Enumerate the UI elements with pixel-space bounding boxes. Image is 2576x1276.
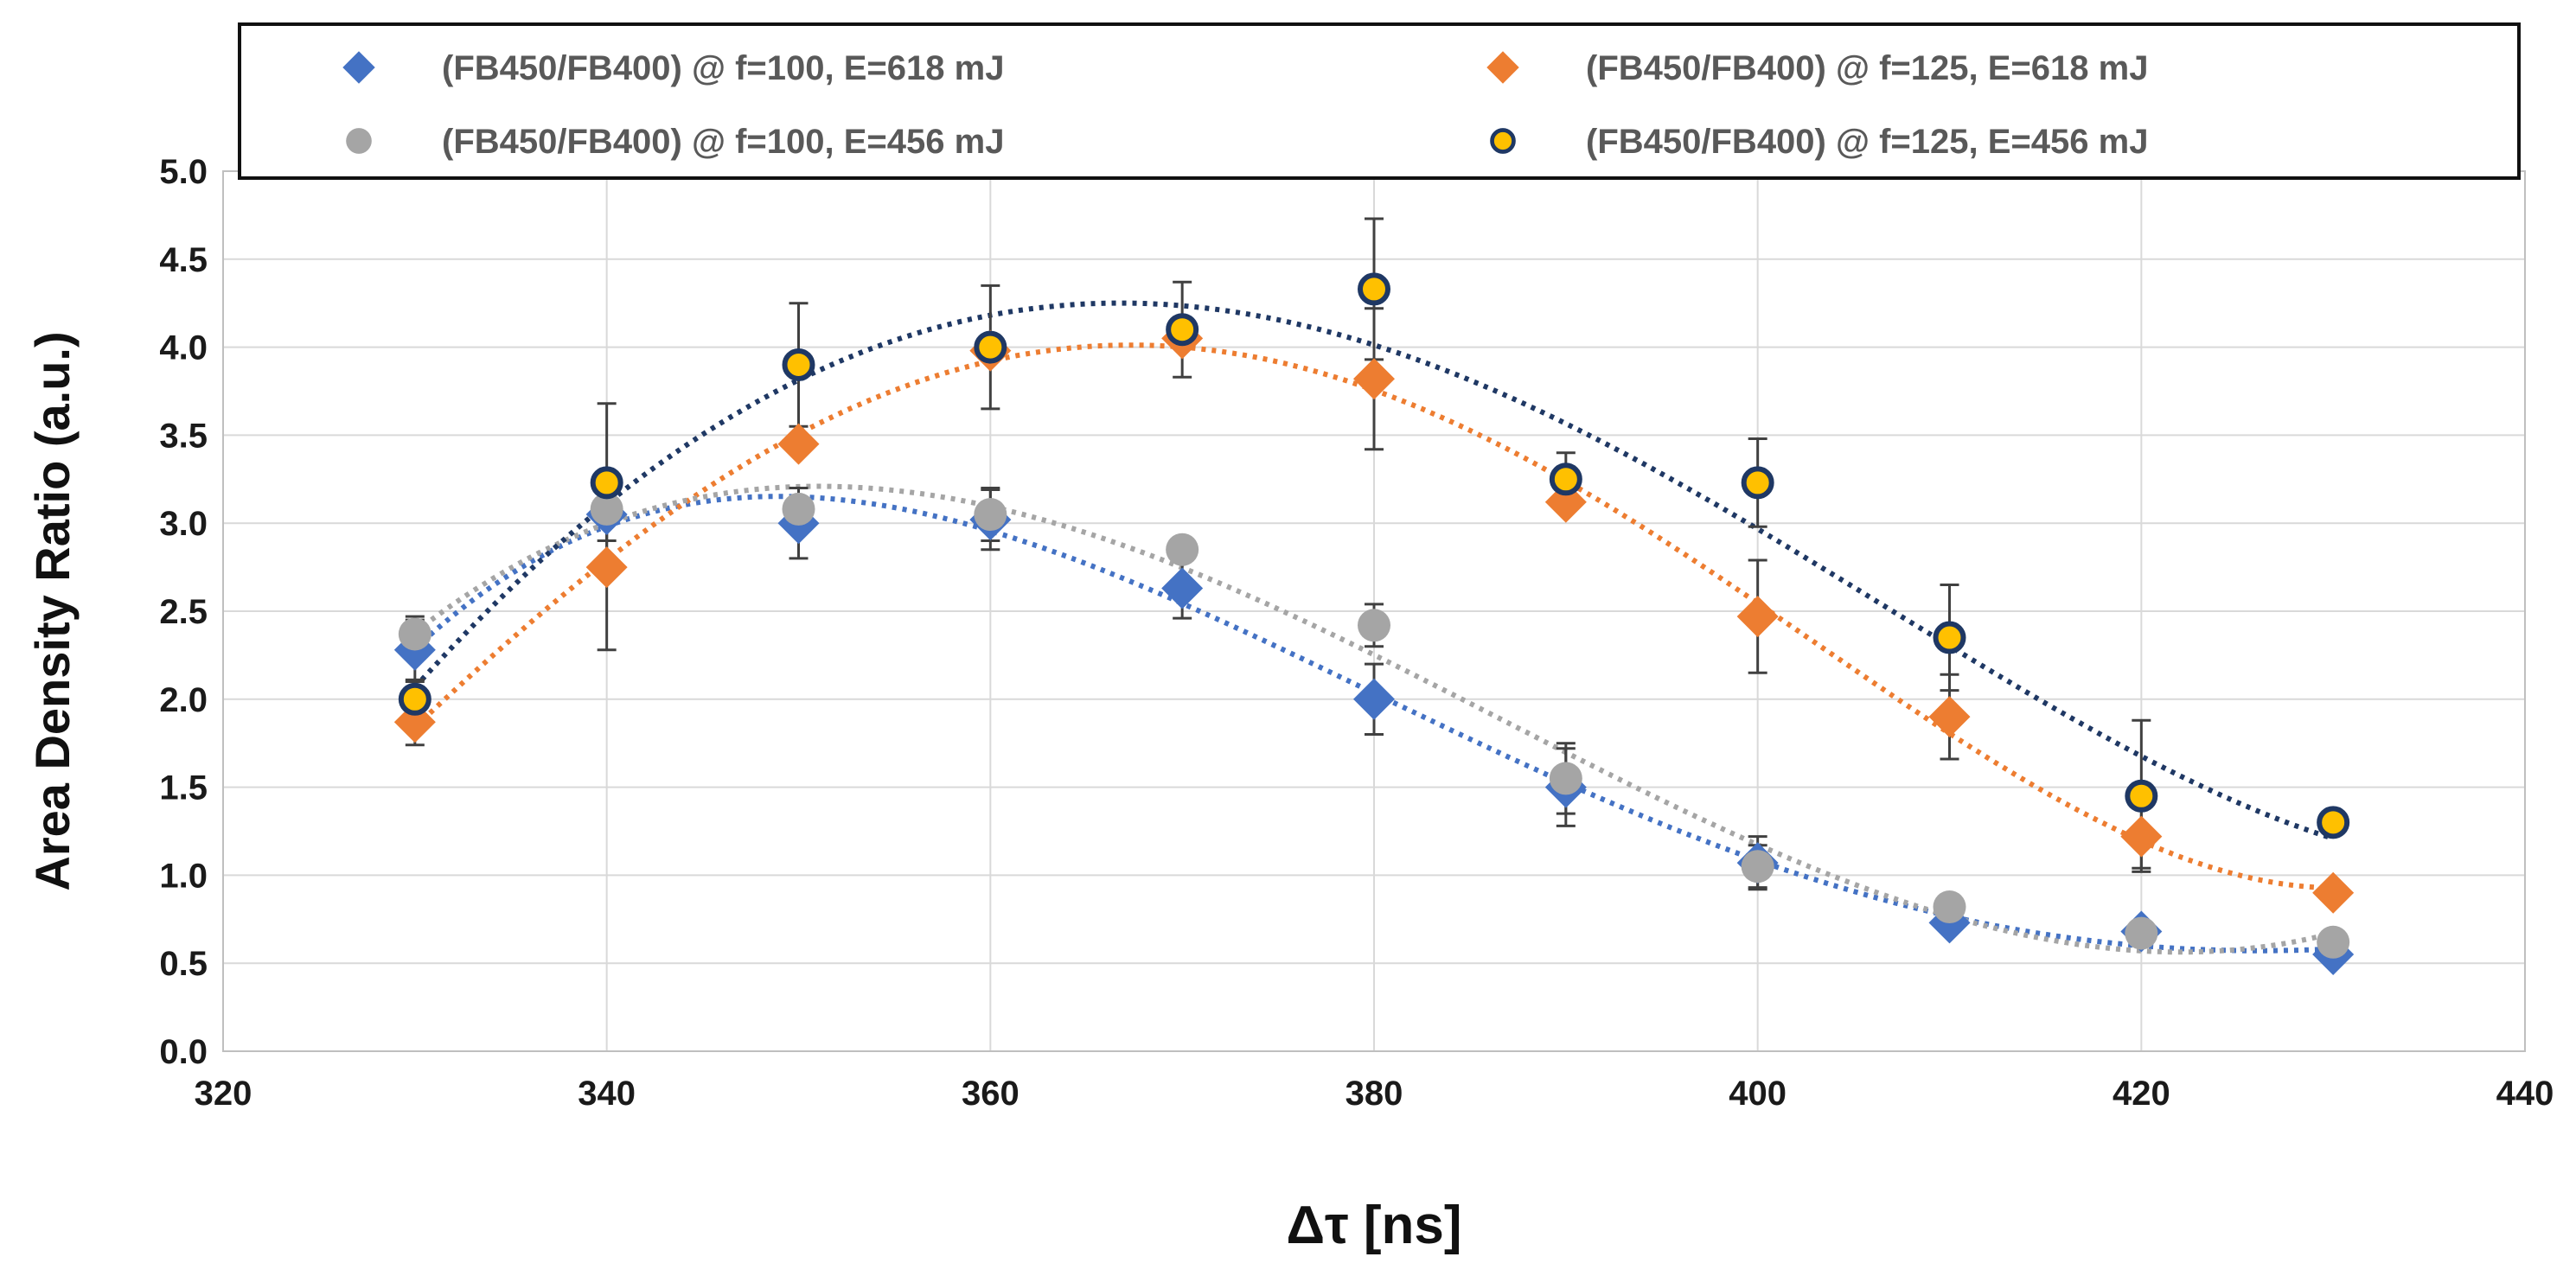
x-tick-label: 440 <box>2496 1075 2554 1113</box>
x-tick-label: 320 <box>195 1075 252 1113</box>
y-tick-label: 4.5 <box>159 241 208 279</box>
data-point-series-3 <box>1166 533 1199 566</box>
y-tick-label: 1.5 <box>159 769 208 807</box>
x-tick-label: 400 <box>1729 1075 1787 1113</box>
trendline-series-3 <box>412 483 2334 955</box>
data-point-series-4 <box>1166 313 1199 347</box>
y-tick-label: 2.0 <box>159 681 208 719</box>
data-point-series-3 <box>2125 916 2158 950</box>
data-point-series-3 <box>1358 609 1390 642</box>
data-point-series-4 <box>2125 779 2158 813</box>
legend-marker-2 <box>1486 51 1519 84</box>
data-point-series-4 <box>974 330 1007 364</box>
x-tick-label: 420 <box>2113 1075 2170 1113</box>
y-tick-label: 1.0 <box>159 857 208 895</box>
legend-label-1: (FB450/FB400) @ f=100, E=618 mJ <box>442 49 1004 87</box>
data-point-series-1 <box>1161 567 1204 609</box>
data-point-series-3 <box>1549 762 1582 795</box>
data-point-series-3 <box>1933 890 1966 924</box>
data-point-series-1 <box>1353 678 1395 720</box>
y-tick-label: 3.0 <box>159 505 208 543</box>
data-point-series-3 <box>2317 925 2350 959</box>
legend-label-4: (FB450/FB400) @ f=125, E=456 mJ <box>1586 123 2148 161</box>
data-point-series-2 <box>585 546 628 589</box>
data-point-series-3 <box>590 492 623 526</box>
y-axis-title: Area Density Ratio (a.u.) <box>25 331 80 890</box>
y-tick-label: 3.5 <box>159 417 208 455</box>
legend-label-2: (FB450/FB400) @ f=125, E=618 mJ <box>1586 49 2148 87</box>
x-axis-ticks: 320 340 360 380 400 420 440 <box>195 1075 2554 1113</box>
y-tick-label: 2.5 <box>159 593 208 631</box>
data-point-series-2 <box>2312 871 2355 914</box>
legend-marker-4 <box>1490 128 1516 154</box>
data-point-series-3 <box>1741 850 1774 884</box>
legend-box <box>238 22 2521 180</box>
y-tick-label: 5.0 <box>159 153 208 191</box>
data-point-series-3 <box>398 617 431 651</box>
x-tick-label: 360 <box>962 1075 1020 1113</box>
data-point-series-4 <box>1933 621 1966 654</box>
x-tick-label: 380 <box>1346 1075 1403 1113</box>
y-tick-label: 0.0 <box>159 1033 208 1071</box>
y-axis-ticks: 0.0 0.5 1.0 1.5 2.0 2.5 3.0 3.5 4.0 4.5 5.0 <box>159 153 208 1071</box>
x-axis-title: Δτ [ns] <box>1286 1196 1461 1255</box>
data-point-series-2 <box>777 423 820 465</box>
data-point-series-4 <box>782 348 815 381</box>
x-tick-label: 340 <box>578 1075 636 1113</box>
data-point-series-2 <box>1928 696 1971 738</box>
data-point-series-3 <box>974 498 1007 532</box>
legend-label-3: (FB450/FB400) @ f=100, E=456 mJ <box>442 123 1004 161</box>
data-markers <box>393 272 2355 976</box>
data-point-series-4 <box>398 682 431 716</box>
y-tick-label: 0.5 <box>159 945 208 983</box>
legend-marker-3 <box>346 128 372 154</box>
data-point-series-2 <box>2120 815 2163 858</box>
y-tick-label: 4.0 <box>159 329 208 367</box>
data-point-series-4 <box>2317 806 2350 839</box>
data-point-series-4 <box>1549 463 1582 496</box>
legend: (FB450/FB400) @ f=100, E=618 mJ (FB450/FB… <box>238 22 2521 180</box>
data-point-series-2 <box>1353 358 1395 400</box>
data-point-series-3 <box>782 492 815 526</box>
legend-marker-1 <box>342 51 375 84</box>
data-point-series-4 <box>1741 466 1774 500</box>
data-point-series-4 <box>1358 272 1390 306</box>
data-point-series-4 <box>590 466 623 500</box>
data-point-series-2 <box>1736 596 1779 638</box>
